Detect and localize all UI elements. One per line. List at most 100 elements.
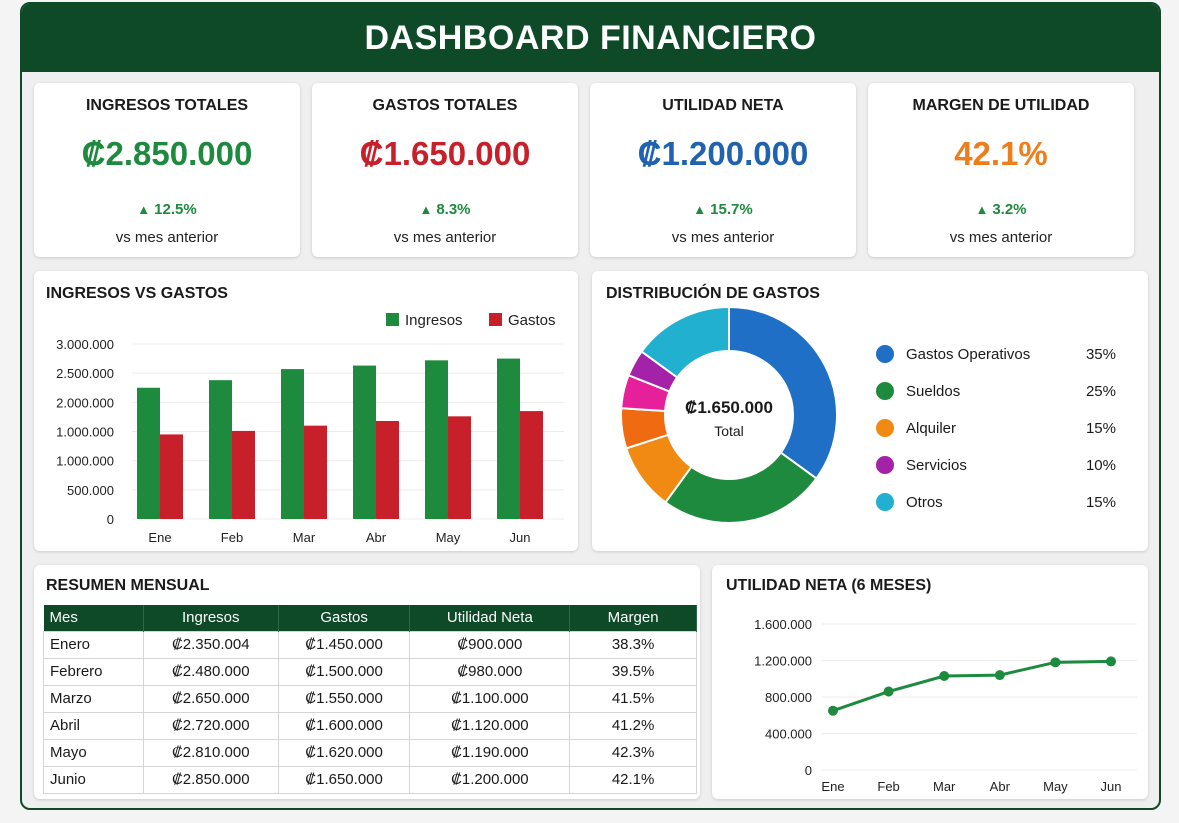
x-tick-label: Jun [510,530,531,545]
legend-label: Otros [906,493,943,511]
bar-ingresos [137,387,160,519]
donut-slice [728,305,838,480]
bar-gastos [376,421,399,519]
bar-gastos [520,411,543,519]
table-row: Marzo ₡2.650.000 ₡1.550.000 ₡1.100.000 41.5% [43,684,697,713]
table-cell: ₡1.500.000 [277,657,411,686]
legend-percent: 10% [1085,456,1116,474]
page-title: DASHBOARD FINANCIERO [364,18,817,57]
donut-center-label: Total [714,423,744,439]
summary-table: Mes Ingresos Gastos Utilidad Neta Margen… [43,605,697,794]
data-point [883,686,894,697]
kpi-card-gastos: GASTOS TOTALES ₡1.650.000 ▲ 8.3% vs mes a… [312,83,578,257]
x-tick-label: Ene [148,530,171,545]
kpi-note: vs mes anterior [671,229,775,246]
x-tick-label: May [436,530,461,545]
y-tick-label: 1.000.000 [56,425,114,440]
kpi-value: ₡2.850.000 [81,135,253,172]
kpi-change-value: 3.2% [992,201,1027,218]
legend-dot-icon [876,419,894,437]
arrow-up-icon: ▲ [137,202,151,217]
y-tick-label: 1.600.000 [754,617,812,632]
table-cell: ₡2.850.000 [142,765,279,794]
bar-ingresos [209,380,232,519]
table-row: Febrero ₡2.480.000 ₡1.500.000 ₡980.000 39.5% [43,657,697,686]
legend-percent: 15% [1085,419,1116,437]
donut-chart-card: DISTRIBUCIÓN DE GASTOS ₡1.650.000 Total G… [592,271,1148,551]
legend-item: Otros 15% [876,491,1116,513]
kpi-value: ₡1.650.000 [359,135,531,172]
legend-item: Servicios 10% [876,454,1116,476]
x-tick-label: Jun [1101,779,1122,794]
legend-swatch [386,313,399,326]
kpi-title: INGRESOS TOTALES [85,97,249,114]
legend-label: Alquiler [906,419,957,437]
legend-swatch [489,313,502,326]
table-cell: ₡2.720.000 [142,711,279,740]
table-cell: Abril [43,711,144,740]
bar-chart-title: INGRESOS VS GASTOS [46,285,228,302]
x-tick-label: Mar [293,530,316,545]
arrow-up-icon: ▲ [693,202,707,217]
y-tick-label: 1.200.000 [754,654,812,669]
series-line [832,659,1112,713]
table-row: Junio ₡2.850.000 ₡1.650.000 ₡1.200.000 42.1% [43,765,697,794]
line-chart: 1.600.000 1.200.000 800.000 400.000 0 Ene Feb M… [754,617,1137,794]
data-point [994,670,1005,681]
dashboard-frame: DASHBOARD FINANCIERO INGRESOS TOTALES ₡2… [20,2,1161,810]
y-tick-label: 2.500.000 [56,366,114,381]
table-row: Mayo ₡2.810.000 ₡1.620.000 ₡1.190.000 42.3% [43,738,697,767]
table-cell: 41.2% [569,711,697,740]
table-cell: ₡2.810.000 [142,738,279,767]
y-tick-label: 0 [805,763,812,778]
y-tick-label: 2.000.000 [56,395,114,410]
table-cell: Febrero [43,657,144,686]
x-tick-label: Abr [366,530,387,545]
bar-ingresos [353,365,376,519]
table-header-cell: Gastos [278,605,411,631]
kpi-change-value: 12.5% [154,201,197,218]
kpi-change: ▲ 8.3% [312,201,578,218]
table-header-cell: Mes [43,605,144,631]
table-cell: Marzo [43,684,144,713]
kpi-change-value: 8.3% [436,201,471,218]
arrow-up-icon: ▲ [419,202,433,217]
table-cell: Junio [43,765,144,794]
arrow-up-icon: ▲ [975,202,989,217]
table-cell: ₡1.190.000 [409,738,571,767]
bar-ingresos [425,360,448,519]
bar-gastos [232,430,255,519]
bar-gastos [304,425,327,519]
data-point [828,705,838,716]
kpi-change-value: 15.7% [710,201,753,218]
line-chart-card: UTILIDAD NETA (6 MESES) 1.600.000 1.200.0… [712,565,1148,799]
table-cell: ₡2.650.000 [142,684,279,713]
data-point [1106,656,1116,667]
table-cell: ₡2.350.004 [142,630,279,659]
kpi-card-ingresos: INGRESOS TOTALES ₡2.850.000 ▲ 12.5% vs me… [34,83,300,257]
data-point [939,671,950,682]
table-cell: ₡1.650.000 [277,765,411,794]
kpi-value: ₡1.200.000 [637,135,809,172]
kpi-card-utilidad: UTILIDAD NETA ₡1.200.000 ▲ 15.7% vs mes a… [590,83,856,257]
table-header-cell: Margen [569,605,697,631]
donut-chart: ₡1.650.000 Total [620,305,838,524]
legend-item: Sueldos 25% [876,380,1116,402]
donut-chart-title: DISTRIBUCIÓN DE GASTOS [606,285,820,302]
x-tick-label: May [1043,779,1068,794]
table-cell: ₡980.000 [409,657,571,686]
table-cell: 41.5% [569,684,697,713]
y-tick-label: 500.000 [67,483,114,498]
x-tick-label: Feb [221,530,243,545]
table-header-cell: Utilidad Neta [409,605,571,631]
table-row: Abril ₡2.720.000 ₡1.600.000 ₡1.120.000 41.2% [43,711,697,740]
dashboard-header: DASHBOARD FINANCIERO [22,4,1159,72]
legend-label: Gastos [508,312,556,329]
bar-gastos [160,434,183,519]
donut-center-value: ₡1.650.000 [685,398,773,417]
data-point [1050,657,1061,668]
table-cell: 42.3% [569,738,697,767]
kpi-card-margen: MARGEN DE UTILIDAD 42.1% ▲ 3.2% vs mes an… [868,83,1134,257]
legend-dot-icon [876,456,894,474]
donut-slice [640,305,730,379]
